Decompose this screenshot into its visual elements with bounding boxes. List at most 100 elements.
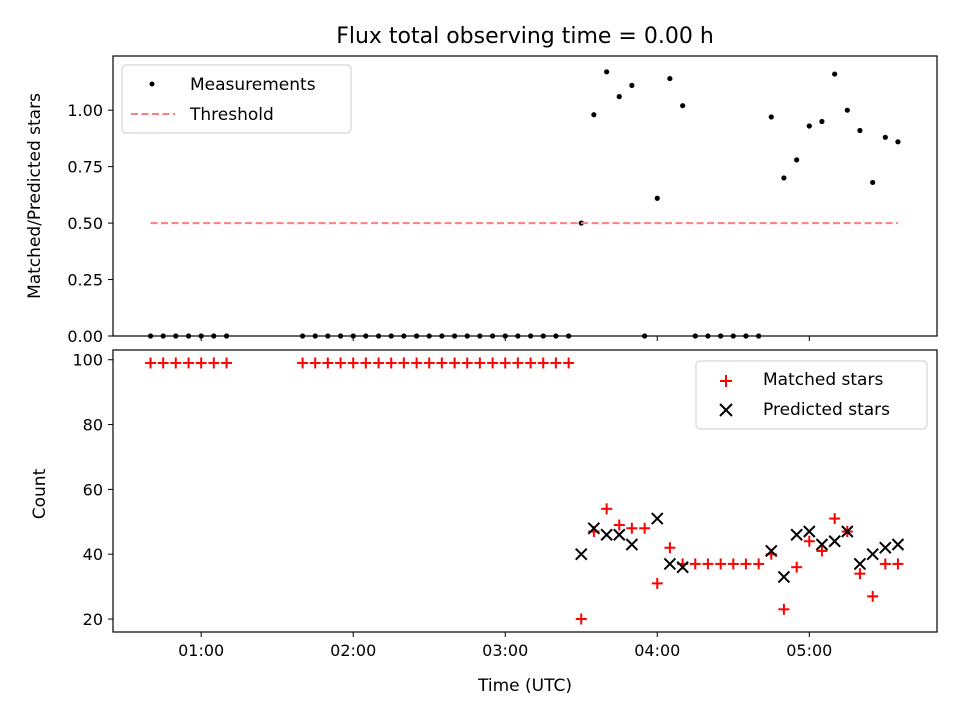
measurements-point bbox=[806, 123, 812, 129]
bottom-y-tick-label: 60 bbox=[83, 480, 103, 499]
predicted-stars-point bbox=[600, 528, 613, 541]
top-y-tick-label: 1.00 bbox=[67, 101, 103, 120]
matched-stars-point bbox=[512, 357, 524, 369]
predicted-stars-point bbox=[853, 557, 867, 571]
legend-threshold-label: Threshold bbox=[189, 105, 274, 125]
matched-stars-point bbox=[601, 503, 613, 515]
predicted-stars-point bbox=[663, 557, 677, 571]
top-y-tick-label: 0.25 bbox=[67, 271, 103, 290]
bottom-legend: Matched stars Predicted stars bbox=[695, 360, 928, 430]
matched-stars-point bbox=[563, 357, 575, 369]
matched-stars-point bbox=[879, 558, 891, 570]
measurements-point bbox=[819, 118, 825, 125]
matched-stars-point bbox=[474, 357, 486, 369]
predicted-stars-point bbox=[777, 570, 791, 584]
measurements-point bbox=[654, 195, 660, 201]
legend-predicted-label: Predicted stars bbox=[763, 400, 890, 420]
measurements-point bbox=[591, 112, 597, 118]
matched-stars-point bbox=[626, 522, 638, 534]
matched-stars-point bbox=[715, 558, 727, 570]
matched-stars-point bbox=[436, 357, 448, 369]
matched-stars-point bbox=[145, 357, 157, 369]
matched-stars-point bbox=[195, 357, 207, 369]
top-axes-frame bbox=[112, 55, 938, 337]
matched-stars-point bbox=[702, 558, 714, 570]
matched-stars-point bbox=[575, 613, 587, 625]
matched-stars-point bbox=[867, 590, 879, 602]
matched-stars-point bbox=[525, 357, 537, 369]
measurements-point bbox=[895, 139, 901, 145]
matched-stars-point bbox=[322, 357, 334, 369]
matched-stars-point bbox=[740, 558, 752, 570]
bottom-y-tick-label: 80 bbox=[83, 416, 103, 435]
matched-stars-point bbox=[385, 357, 397, 369]
predicted-stars-point bbox=[891, 538, 905, 551]
bottom-x-tick-label: 05:00 bbox=[786, 641, 832, 660]
bottom-y-axis-label: Count bbox=[30, 468, 50, 519]
matched-stars-point bbox=[335, 357, 347, 369]
bottom-axes-frame bbox=[112, 349, 938, 633]
measurements-point bbox=[616, 94, 622, 100]
bottom-x-tick-label: 03:00 bbox=[482, 641, 528, 660]
matched-stars-point bbox=[791, 561, 803, 573]
matched-stars-point bbox=[499, 357, 511, 369]
predicted-stars-point bbox=[815, 538, 829, 551]
matched-stars-point bbox=[170, 357, 182, 369]
matched-stars-point bbox=[892, 558, 904, 570]
top-y-ticks: 0.00 0.25 0.50 0.75 1.00 bbox=[67, 101, 810, 346]
predicted-stars-point bbox=[765, 544, 778, 558]
predicted-stars-point bbox=[651, 512, 664, 525]
measurements-point bbox=[844, 107, 850, 113]
matched-stars-point bbox=[816, 545, 828, 557]
matched-stars-point bbox=[423, 357, 435, 369]
top-y-tick-label: 0.50 bbox=[67, 214, 103, 233]
matched-stars-point bbox=[803, 535, 815, 547]
matched-stars-point bbox=[854, 568, 866, 580]
matched-stars-point bbox=[360, 357, 372, 369]
predicted-stars-point bbox=[625, 538, 639, 551]
legend-predicted-marker bbox=[719, 403, 733, 417]
legend-matched-label: Matched stars bbox=[763, 370, 883, 390]
matched-stars-point bbox=[309, 357, 321, 369]
matched-stars-point bbox=[183, 357, 195, 369]
measurements-point bbox=[667, 75, 673, 82]
predicted-stars-point bbox=[613, 528, 626, 541]
matched-stars-point bbox=[157, 357, 169, 369]
top-y-tick-label: 0.00 bbox=[67, 327, 103, 346]
measurements-point bbox=[870, 179, 876, 186]
top-y-axis-label: Matched/Predicted stars bbox=[25, 93, 45, 299]
matched-stars-point bbox=[297, 357, 309, 369]
predicted-stars-point bbox=[790, 528, 803, 541]
legend-measurements-marker bbox=[149, 81, 155, 87]
predicted-stars-point bbox=[828, 535, 841, 548]
matched-stars-point bbox=[373, 357, 385, 369]
matched-stars-point bbox=[398, 357, 410, 369]
bottom-x-tick-label: 04:00 bbox=[634, 641, 680, 660]
predicted-stars-point bbox=[575, 547, 588, 561]
measurements-point bbox=[604, 69, 610, 75]
bottom-y-tick-label: 100 bbox=[72, 351, 103, 370]
predicted-stars-point bbox=[587, 522, 601, 535]
matched-stars-point bbox=[639, 522, 651, 534]
matched-stars-point bbox=[753, 558, 765, 570]
measurements-point bbox=[629, 82, 635, 88]
measurements-point bbox=[768, 114, 774, 120]
matched-stars-point bbox=[664, 542, 676, 554]
matched-stars-point bbox=[347, 357, 359, 369]
predicted-stars-point bbox=[879, 541, 892, 554]
top-y-tick-label: 0.75 bbox=[67, 158, 103, 177]
legend-measurements-label: Measurements bbox=[190, 75, 316, 95]
measurements-point bbox=[680, 103, 686, 109]
legend-matched-marker bbox=[720, 375, 732, 387]
measurements-point bbox=[857, 127, 863, 134]
top-legend: Measurements Threshold bbox=[121, 64, 352, 134]
matched-stars-point bbox=[727, 558, 739, 570]
predicted-stars-point bbox=[866, 547, 879, 561]
bottom-y-tick-label: 40 bbox=[83, 545, 103, 564]
matched-stars-point bbox=[829, 513, 841, 525]
matched-stars-point bbox=[613, 519, 625, 531]
matched-stars-point bbox=[778, 603, 790, 615]
matched-stars-point bbox=[651, 577, 663, 589]
matched-stars-point bbox=[411, 357, 423, 369]
